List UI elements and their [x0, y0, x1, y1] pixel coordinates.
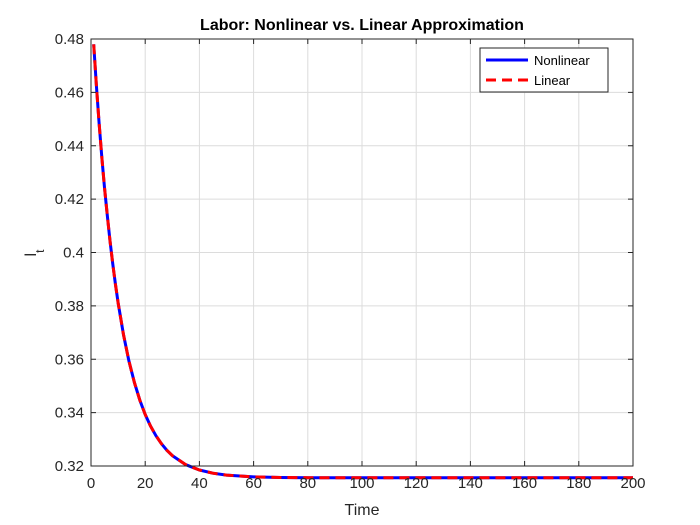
x-axis-label: Time — [345, 502, 380, 519]
legend-box — [479, 47, 609, 93]
y-tick-labels: 0.32 0.34 0.36 0.38 0.4 0.42 0.44 0.46 0.48 — [55, 31, 84, 475]
x-tick-label: 60 — [245, 475, 262, 492]
ticks — [90, 38, 634, 467]
series-group — [92, 44, 633, 480]
x-tick-label: 0 — [87, 475, 95, 492]
x-tick-label: 120 — [404, 475, 429, 492]
y-tick-label: 0.42 — [55, 191, 84, 208]
x-tick-labels: 0 20 40 60 80 100 120 140 160 180 200 — [87, 475, 646, 492]
series-line-linear — [92, 44, 633, 480]
legend-label-nonlinear: Nonlinear — [534, 53, 590, 68]
grid — [90, 38, 634, 467]
y-tick-label: 0.32 — [55, 458, 84, 475]
y-tick-label: 0.4 — [63, 245, 84, 262]
y-tick-label: 0.48 — [55, 31, 84, 48]
x-tick-label: 200 — [620, 475, 645, 492]
y-axis-label-subscript: t — [33, 249, 47, 253]
y-tick-label: 0.44 — [55, 138, 84, 155]
legend: Nonlinear Linear — [479, 47, 609, 93]
y-tick-label: 0.36 — [55, 351, 84, 368]
y-tick-label: 0.38 — [55, 298, 84, 315]
x-tick-label: 180 — [566, 475, 591, 492]
y-tick-label: 0.46 — [55, 84, 84, 101]
x-tick-label: 20 — [137, 475, 154, 492]
y-tick-label: 0.34 — [55, 405, 84, 422]
legend-label-linear: Linear — [534, 73, 571, 88]
y-axis-label: lt — [23, 249, 47, 257]
x-tick-label: 100 — [349, 475, 374, 492]
x-tick-label: 80 — [299, 475, 316, 492]
x-tick-label: 160 — [512, 475, 537, 492]
chart-title: Labor: Nonlinear vs. Linear Approximatio… — [200, 17, 524, 34]
x-tick-label: 140 — [458, 475, 483, 492]
x-tick-label: 40 — [191, 475, 208, 492]
y-axis-label-main: l — [23, 253, 40, 257]
